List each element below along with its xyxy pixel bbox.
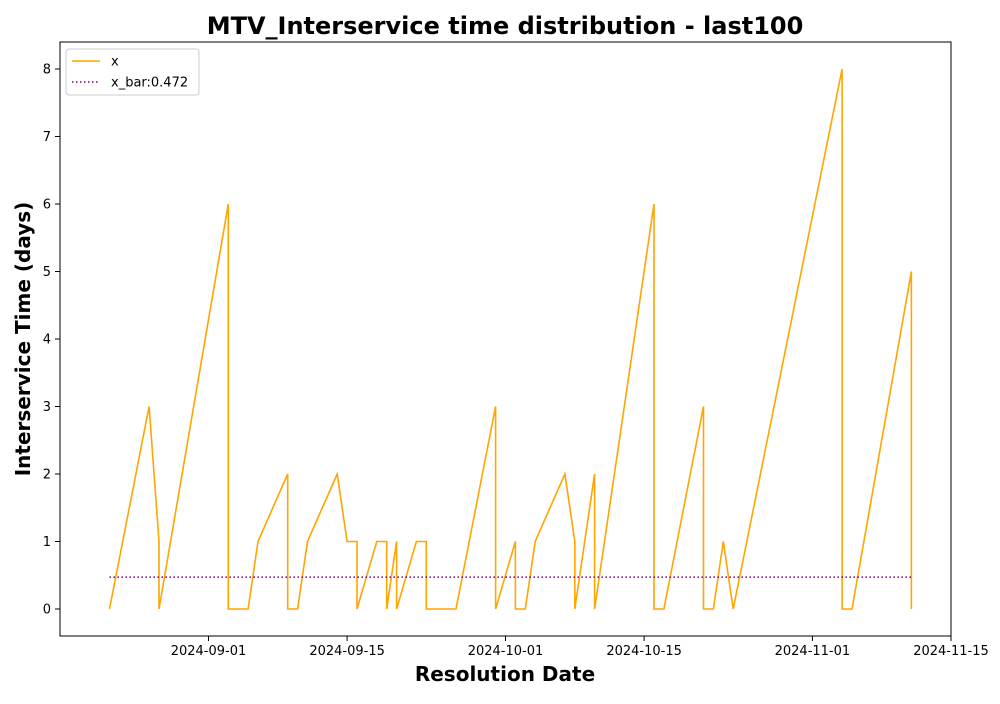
series-x-line — [108, 68, 913, 610]
y-axis-label: Interservice Time (days) — [11, 202, 35, 477]
x-axis-label: Resolution Date — [415, 662, 595, 686]
y-tick-label: 6 — [43, 198, 51, 213]
y-tick-label: 1 — [43, 535, 51, 550]
plot-area — [59, 41, 952, 637]
x-tick-label: 2024-10-01 — [468, 644, 544, 659]
chart-title: MTV_Interservice time distribution - las… — [207, 12, 804, 40]
x-tick-label: 2024-11-01 — [775, 644, 851, 659]
legend: x x_bar:0.472 — [65, 48, 200, 96]
y-tick-label: 7 — [43, 130, 51, 145]
y-tick-label: 8 — [43, 63, 51, 78]
y-tick-label: 3 — [43, 400, 51, 415]
x-axis: 2024-09-01 2024-09-15 2024-10-01 2024-10-15… — [171, 636, 989, 659]
y-axis: 0 1 2 3 4 5 6 7 8 — [43, 63, 60, 618]
legend-label: x_bar:0.472 — [111, 76, 188, 91]
x-tick-label: 2024-11-15 — [913, 644, 989, 659]
axes-frame — [59, 41, 952, 637]
y-tick-label: 5 — [43, 265, 51, 280]
x-tick-label: 2024-10-15 — [606, 644, 682, 659]
x-tick-label: 2024-09-15 — [309, 644, 385, 659]
y-tick-label: 2 — [43, 468, 51, 483]
y-tick-label: 4 — [43, 333, 51, 348]
y-tick-label: 0 — [43, 603, 51, 618]
x-tick-label: 2024-09-01 — [171, 644, 247, 659]
legend-label: x — [111, 55, 119, 70]
